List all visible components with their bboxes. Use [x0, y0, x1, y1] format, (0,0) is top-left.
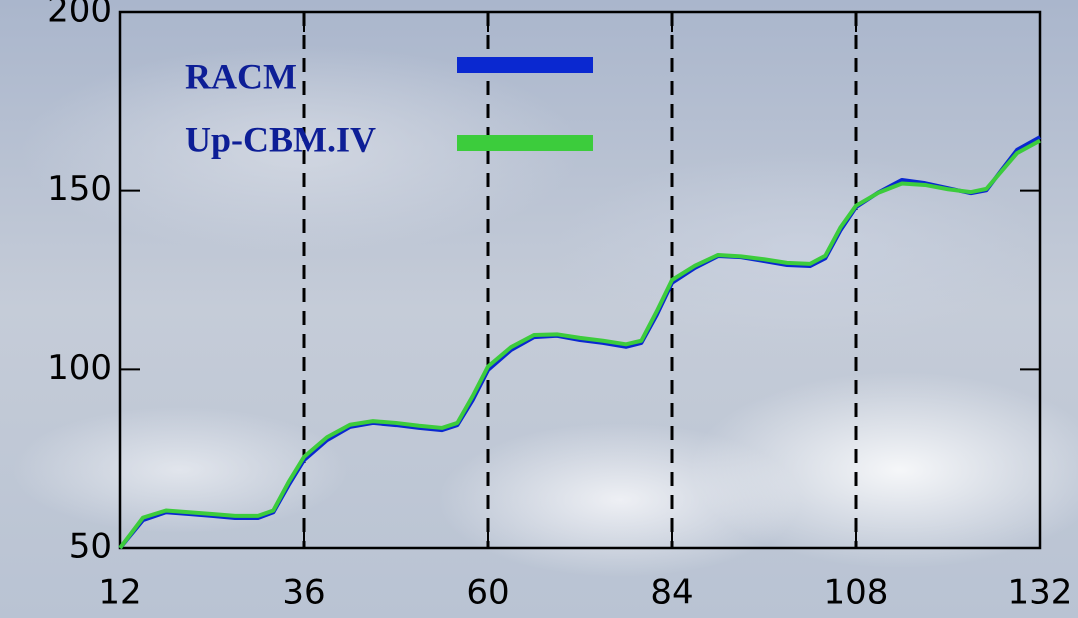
x-tick-label: 60 — [466, 573, 509, 613]
x-tick-label: 108 — [824, 573, 889, 613]
x-tick-label: 132 — [1008, 573, 1073, 613]
legend-label: RACM — [185, 56, 297, 96]
y-tick-label: 100 — [47, 348, 112, 388]
y-tick-label: 150 — [47, 169, 112, 209]
x-tick-label: 36 — [282, 573, 325, 613]
y-tick-label: 200 — [47, 0, 112, 31]
data-line — [118, 135, 1041, 550]
x-tick-label: 12 — [98, 573, 141, 613]
x-tick-label: 84 — [650, 573, 693, 613]
legend-label: Up-CBM.IV — [185, 119, 376, 159]
y-tick-label: 50 — [69, 527, 112, 567]
plot-frame — [118, 10, 1042, 550]
data-line — [118, 138, 1041, 550]
